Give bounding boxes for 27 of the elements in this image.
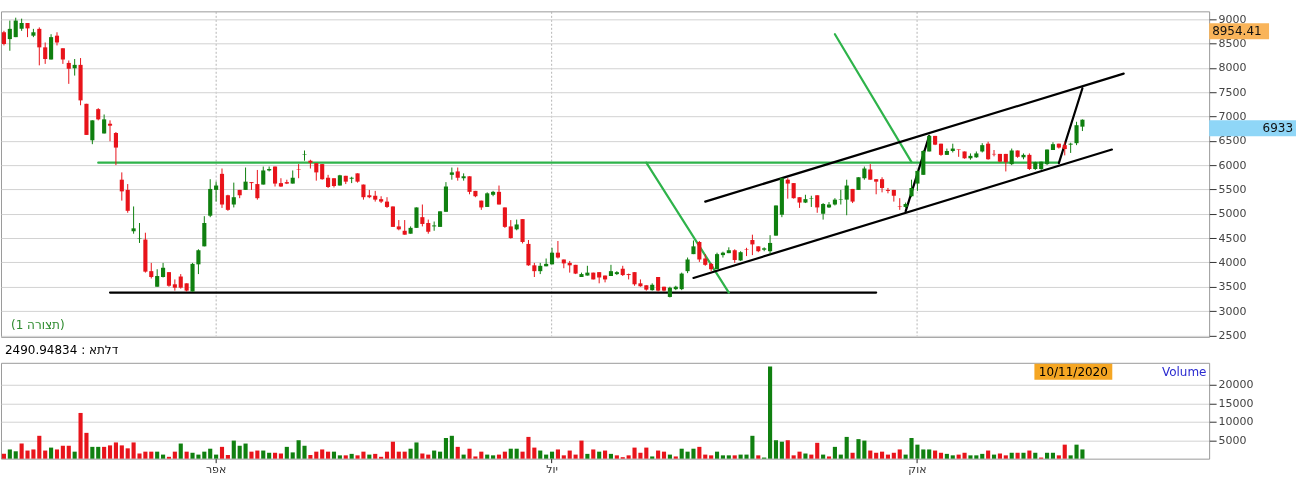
y-tick-label: 5500 — [1218, 182, 1247, 196]
x-tick-label: אפר — [205, 463, 227, 477]
y-tick-label: 15000 — [1218, 396, 1254, 410]
annotation: (תצורה 1) — [10, 317, 65, 332]
annotation: Volume — [1161, 364, 1207, 379]
text: 2490.94834 : דלתא — [4, 342, 119, 357]
y-tick-label: 5000 — [1218, 207, 1247, 221]
x-tick-label: אוק — [908, 463, 927, 477]
y-tick-label: 8000 — [1218, 61, 1247, 75]
y-tick-label: 9000 — [1218, 12, 1247, 26]
y-tick-label: 7000 — [1218, 109, 1247, 123]
y-tick-label: 20000 — [1218, 378, 1254, 392]
text: 6933 — [1262, 121, 1294, 136]
y-tick-label: 4500 — [1218, 231, 1247, 245]
y-tick-label: 3500 — [1218, 280, 1247, 294]
y-tick-label: 7500 — [1218, 85, 1247, 99]
y-tick-label: 2500 — [1218, 328, 1247, 342]
text: 8954.41 — [1212, 24, 1262, 39]
annotation: 10/11/2020 — [1038, 364, 1108, 379]
y-tick-label: 4000 — [1218, 255, 1247, 269]
y-tick-label: 6000 — [1218, 158, 1247, 172]
y-tick-label: 8500 — [1218, 36, 1247, 50]
y-tick-label: 3000 — [1218, 304, 1247, 318]
x-tick-label: יול — [546, 463, 558, 477]
y-tick-label: 5000 — [1218, 433, 1247, 447]
y-tick-label: 6500 — [1218, 134, 1247, 148]
y-tick-label: 10000 — [1218, 415, 1254, 429]
